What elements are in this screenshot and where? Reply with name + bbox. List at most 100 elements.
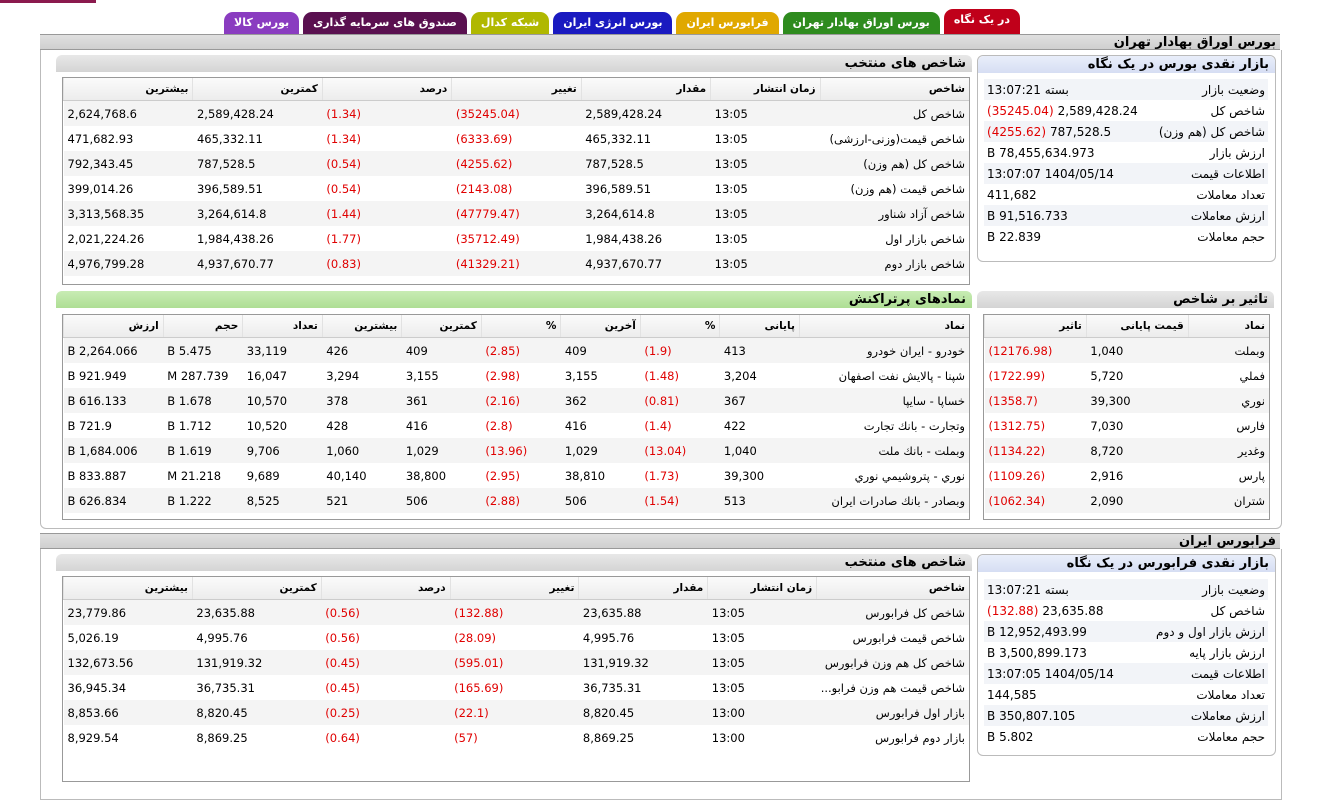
table-cell: (1.34) — [322, 100, 452, 126]
column-header[interactable]: نماد — [1187, 315, 1269, 338]
tab-1[interactable]: بورس اوراق بهادار تهران — [782, 12, 940, 35]
column-header[interactable]: % — [480, 315, 561, 338]
table-row[interactable]: شاخص بازار دوم 13:05 4,937,670.77 (41329.21… — [63, 251, 969, 276]
row-name-cell[interactable]: فملي — [1239, 368, 1265, 383]
table-row[interactable]: نوري 39,300 (1358.7) — [984, 388, 1269, 413]
row-name-cell[interactable]: وبملت - بانك ملت — [799, 438, 969, 463]
column-header[interactable]: تعداد — [242, 315, 323, 338]
column-header[interactable]: تغییر — [451, 78, 582, 101]
table-row[interactable]: خساپا - سايپا 367 (0.81) 362 (2.16) 361 378 10,… — [63, 388, 969, 413]
column-header[interactable]: کمترین — [401, 315, 482, 338]
row-name-cell[interactable]: شاخص بازار دوم — [820, 251, 969, 276]
row-name-cell[interactable]: وغدير — [1188, 438, 1269, 463]
row-name-cell[interactable]: وبصادر - بانك صادرات ايران — [799, 488, 969, 513]
table-cell: 10,570 — [242, 388, 323, 413]
column-header[interactable]: تاثیر — [984, 315, 1087, 338]
tse-indices-table: شاخص زمان انتشار مقدار تغییر درصد کمترین بیشتر… — [62, 78, 970, 276]
column-header[interactable]: کمترین — [191, 577, 322, 600]
column-header[interactable]: مقدار — [580, 78, 711, 101]
row-name-cell[interactable]: وتجارت - بانك تجارت — [863, 418, 965, 433]
table-row[interactable]: وتجارت - بانك تجارت 422 (1.4) 416 (2.8) 416 42… — [64, 413, 970, 438]
column-header[interactable]: کمترین — [192, 78, 323, 101]
tab-0[interactable]: در یک نگاه — [943, 9, 1020, 35]
row-name-cell[interactable]: شتران — [1188, 488, 1269, 513]
table-row[interactable]: شاخص قیمت(وزنی-ارزشی) 13:05 465,332.11 (633… — [64, 126, 970, 151]
column-header[interactable]: شاخص — [816, 577, 969, 600]
summary-row: ارزش بازار پایه 3,500,899.173 B — [984, 642, 1268, 663]
row-name-cell[interactable]: شاخص آزاد شناور — [820, 201, 969, 226]
table-row[interactable]: فملي 5,720 (1722.99) — [985, 363, 1270, 388]
row-name-cell[interactable]: وبملت — [1188, 337, 1269, 363]
column-header[interactable]: نماد — [798, 315, 969, 338]
table-row[interactable]: شاخص کل 13:05 2,589,428.24 (35245.04) (1.34)… — [63, 100, 969, 126]
row-name-cell[interactable]: شاخص قیمت(وزنی-ارزشی) — [829, 131, 965, 146]
row-name-cell[interactable]: بازار اول فرابورس — [816, 700, 969, 725]
table-row[interactable]: پارس 2,916 (1109.26) — [985, 463, 1270, 488]
table-cell: 1.619 B — [163, 438, 243, 463]
summary-value-text: 144,585 — [987, 687, 1037, 702]
column-header[interactable]: آخرین — [560, 315, 641, 338]
column-header[interactable]: شاخص — [819, 78, 969, 101]
row-name-cell[interactable]: شاخص قیمت (هم وزن) — [850, 181, 965, 196]
table-row[interactable]: شاخص بازار اول 13:05 1,984,438.26 (35712.49… — [64, 226, 970, 251]
tab-2[interactable]: فرابورس ایران — [676, 12, 779, 35]
row-name-cell[interactable]: شاخص کل فرابورس — [816, 599, 969, 625]
column-header[interactable]: زمان انتشار — [710, 78, 821, 101]
summary-value-text: بسته 13:07:21 — [987, 582, 1069, 597]
row-name-cell[interactable]: شاخص قیمت فرابورس — [852, 630, 965, 645]
tab-4[interactable]: شبکه کدال — [470, 12, 550, 35]
table-row[interactable]: شاخص کل هم وزن فرابورس 13:05 131,919.32 (59… — [63, 650, 969, 675]
table-row[interactable]: شاخص قیمت فرابورس 13:05 4,995.76 (28.09) (0.… — [64, 625, 970, 650]
table-row[interactable]: شاخص قیمت هم وزن فرابو... 13:05 36,735.31 (… — [64, 675, 970, 700]
table-cell: 3,264,614.8 — [581, 201, 711, 226]
row-name-cell[interactable]: شاخص کل — [820, 100, 969, 126]
table-row[interactable]: شتران 2,090 (1062.34) — [984, 488, 1269, 513]
column-header[interactable]: ارزش — [63, 315, 164, 338]
column-header[interactable]: % — [639, 315, 720, 338]
row-name-cell[interactable]: شاخص قیمت هم وزن فرابو... — [820, 680, 965, 695]
table-row[interactable]: شاخص قیمت (هم وزن) 13:05 396,589.51 (2143.0… — [64, 176, 970, 201]
column-header[interactable]: بیشترین — [62, 78, 193, 101]
table-cell: 2,624,768.6 — [63, 100, 193, 126]
table-cell: 361 — [401, 388, 482, 413]
column-header[interactable]: درصد — [321, 78, 452, 101]
column-header[interactable]: درصد — [320, 577, 451, 600]
row-name-cell[interactable]: خساپا - سايپا — [799, 388, 969, 413]
column-header[interactable]: پایانی — [719, 315, 800, 338]
table-row[interactable]: شاخص آزاد شناور 13:05 3,264,614.8 (47779.47… — [63, 201, 969, 226]
table-row[interactable]: شاخص کل (هم وزن) 13:05 787,528.5 (4255.62)(… — [63, 151, 969, 176]
row-name-cell[interactable]: شپنا - پالايش نفت اصفهان — [838, 368, 965, 383]
table-row[interactable]: فارس 7,030 (1312.75) — [985, 413, 1270, 438]
tab-5[interactable]: صندوق های سرمایه گذاری — [303, 12, 467, 35]
table-row[interactable]: خودرو - ايران خودرو 413 (1.9) 409 (2.85) 409 4… — [63, 337, 969, 363]
tab-3[interactable]: بورس انرژی ایران — [553, 12, 673, 35]
table-row[interactable]: وبصادر - بانك صادرات ايران 513 (1.54) 506 (2… — [63, 488, 969, 513]
table-row[interactable]: نوري - پتروشيمي نوري 39,300 (1.73) 38,810 (2… — [64, 463, 970, 488]
column-header[interactable]: قیمت پایانی — [1085, 315, 1189, 338]
row-name-cell[interactable]: شاخص بازار اول — [885, 231, 965, 246]
row-name-cell[interactable]: فارس — [1236, 418, 1265, 433]
table-row[interactable]: وغدير 8,720 (1134.22) — [984, 438, 1269, 463]
column-header[interactable]: مقدار — [578, 577, 708, 600]
table-row[interactable]: وبملت - بانك ملت 1,040 (13.04) 1,029 (13.96)… — [63, 438, 969, 463]
column-header[interactable]: زمان انتشار — [707, 577, 817, 600]
row-name-cell[interactable]: شاخص کل (هم وزن) — [820, 151, 969, 176]
table-row[interactable]: شپنا - پالايش نفت اصفهان 3,204 (1.48) 3,155… — [64, 363, 970, 388]
column-header[interactable]: تغییر — [449, 577, 579, 600]
table-row[interactable]: بازار دوم فرابورس 13:00 8,869.25 (57) (0.64)… — [64, 725, 970, 750]
column-header[interactable]: بیشترین — [321, 315, 402, 338]
row-name-cell[interactable]: شاخص کل هم وزن فرابورس — [816, 650, 969, 675]
table-cell: 13:00 — [707, 700, 817, 725]
row-name-cell[interactable]: بازار دوم فرابورس — [875, 730, 965, 745]
table-row[interactable]: شاخص کل فرابورس 13:05 23,635.88 (132.88) (0.… — [63, 599, 969, 625]
table-row[interactable]: بازار اول فرابورس 13:00 8,820.45 (22.1) (0.2… — [63, 700, 969, 725]
row-name-cell[interactable]: نوري - پتروشيمي نوري — [854, 468, 965, 483]
table-cell: 13:05 — [710, 100, 821, 126]
table-row[interactable]: وبملت 1,040 (12176.98) — [984, 337, 1269, 363]
column-header[interactable]: حجم — [162, 315, 243, 338]
row-name-cell[interactable]: پارس — [1238, 468, 1265, 483]
tab-6[interactable]: بورس کالا — [224, 12, 300, 35]
row-name-cell[interactable]: خودرو - ايران خودرو — [799, 337, 969, 363]
row-name-cell[interactable]: نوري — [1188, 388, 1269, 413]
column-header[interactable]: بیشترین — [63, 577, 193, 600]
